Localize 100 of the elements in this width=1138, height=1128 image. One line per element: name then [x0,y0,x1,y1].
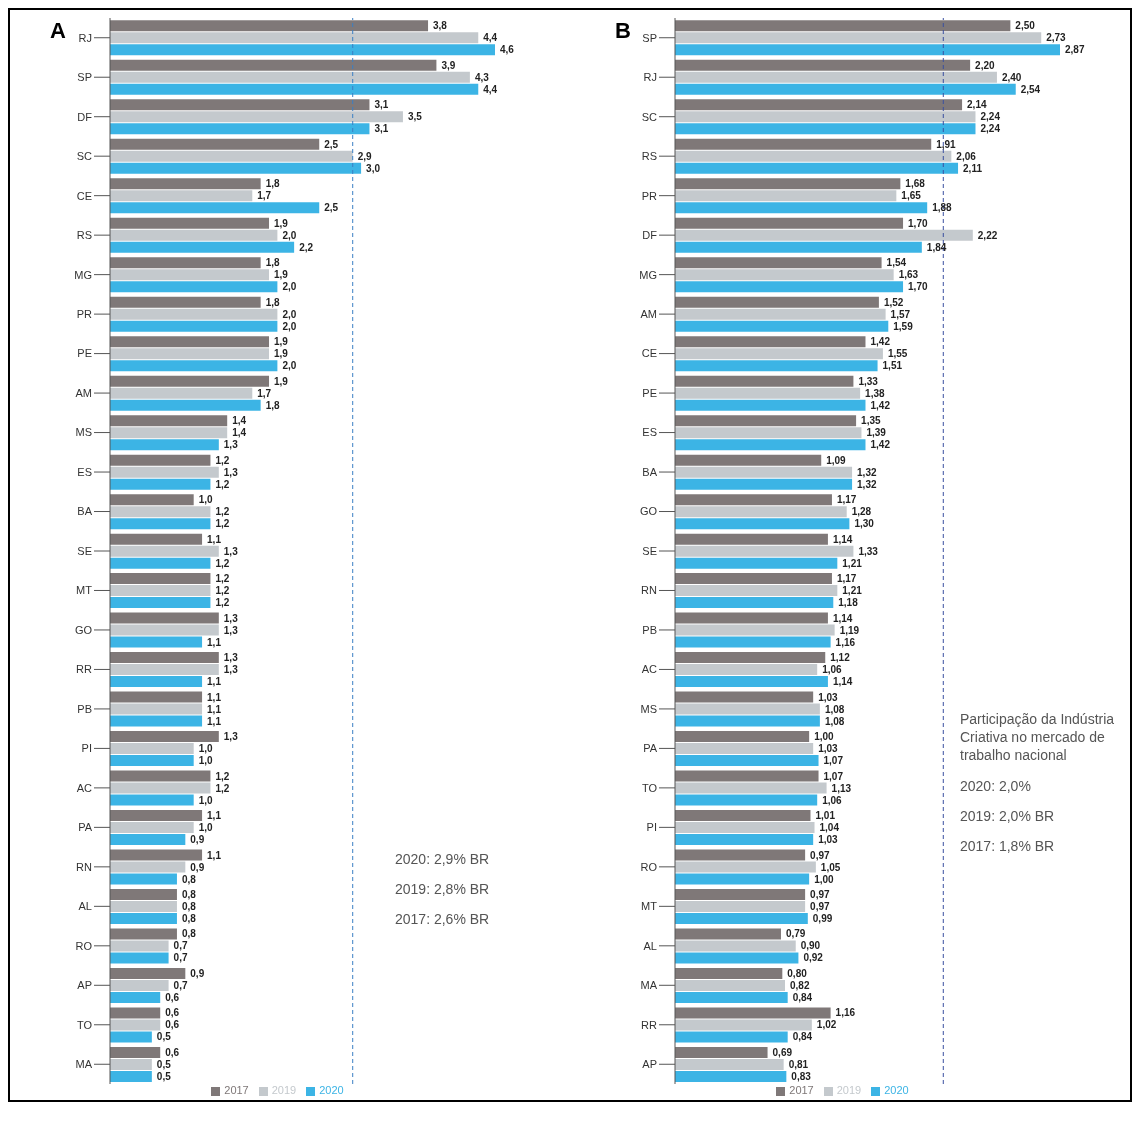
data-label: 1,17 [836,494,857,506]
bar [110,834,186,845]
bar [675,320,889,332]
data-label: 1,13 [831,782,852,794]
y-tick-label: PB [77,702,92,715]
bar [675,545,854,557]
data-label: 1,3 [223,652,239,664]
bar [110,281,278,293]
data-label: 0,6 [165,1007,180,1019]
data-label: 0,83 [791,1070,812,1082]
data-label: 1,52 [883,296,904,308]
bar [110,794,194,806]
data-label: 1,84 [926,241,947,253]
bar [110,494,194,506]
data-label: 0,9 [190,861,205,873]
y-tick-label: PA [643,742,658,755]
data-label: 1,03 [818,691,839,703]
data-label: 1,91 [936,138,957,150]
bar [110,652,219,664]
data-label: 2,0 [282,320,297,332]
data-label: 1,70 [908,281,928,293]
bar [110,360,278,372]
y-tick-label: MS [75,426,92,439]
bar [675,59,971,71]
bar [675,612,828,624]
y-tick-label: AP [77,979,92,992]
bar [110,162,362,174]
data-label: 1,63 [898,269,919,281]
data-label: 3,1 [374,99,389,111]
y-tick-label: MA [640,979,658,992]
bar [675,150,952,162]
bar [675,770,819,782]
data-label: 1,54 [886,257,907,269]
data-label: 2,87 [1065,44,1085,56]
data-label: 1,07 [823,770,844,782]
bar [675,1031,788,1043]
bar [675,557,838,569]
bar [110,533,203,545]
bar [675,967,783,979]
bar [110,415,228,427]
bar [675,703,820,715]
y-tick-label: SE [77,544,92,557]
bar [675,518,850,530]
y-tick-label: SC [76,150,93,163]
bar [675,585,838,597]
data-label: 0,84 [792,1031,813,1043]
y-tick-label: AM [75,386,92,399]
bar [110,320,278,332]
bar [675,83,1016,95]
y-tick-label: RS [76,229,92,242]
bar [110,612,219,624]
bar [675,241,922,253]
data-label: 1,1 [207,676,222,688]
bar [675,162,959,174]
data-label: 0,7 [173,940,188,952]
bar [675,217,904,229]
bar [675,533,828,545]
bar [675,849,806,861]
data-label: 1,05 [820,861,841,873]
data-label: 2,40 [1001,71,1022,83]
data-label: 1,42 [870,336,891,348]
y-tick-label: AC [76,781,93,794]
bar [110,636,203,648]
data-label: 1,9 [274,336,289,348]
bar [675,466,853,478]
annotation: Participação da Indústria Criativa no mercado de trabalho nacional [960,710,1116,765]
data-label: 0,92 [803,952,824,964]
y-tick-label: TO [76,1018,93,1031]
bar [675,178,901,190]
bar [110,308,278,320]
bar [110,1058,152,1070]
data-label: 1,17 [836,573,857,585]
bar [675,676,828,688]
bar [110,743,194,755]
data-label: 2,14 [967,99,987,111]
bar [675,782,827,794]
bar [110,241,295,253]
data-label: 0,84 [792,991,813,1003]
data-label: 1,4 [232,415,247,427]
data-label: 1,2 [215,770,230,782]
y-tick-label: AP [642,1058,657,1071]
bar [675,1007,831,1019]
data-label: 1,3 [223,664,239,676]
bar [675,1058,784,1070]
y-tick-label: BA [642,465,658,478]
data-label: 1,1 [207,849,222,861]
data-label: 1,2 [215,506,230,518]
bar [110,123,370,135]
bar [110,427,228,439]
data-label: 1,32 [857,466,877,478]
data-label: 2,0 [282,308,297,320]
bar [110,1007,161,1019]
bar [110,229,278,241]
bar [675,691,814,703]
data-label: 4,4 [483,83,498,95]
bar [675,900,806,912]
chart-title: A [50,18,66,44]
bar [675,20,1011,32]
data-label: 3,5 [407,111,423,123]
data-label: 1,3 [223,624,239,636]
